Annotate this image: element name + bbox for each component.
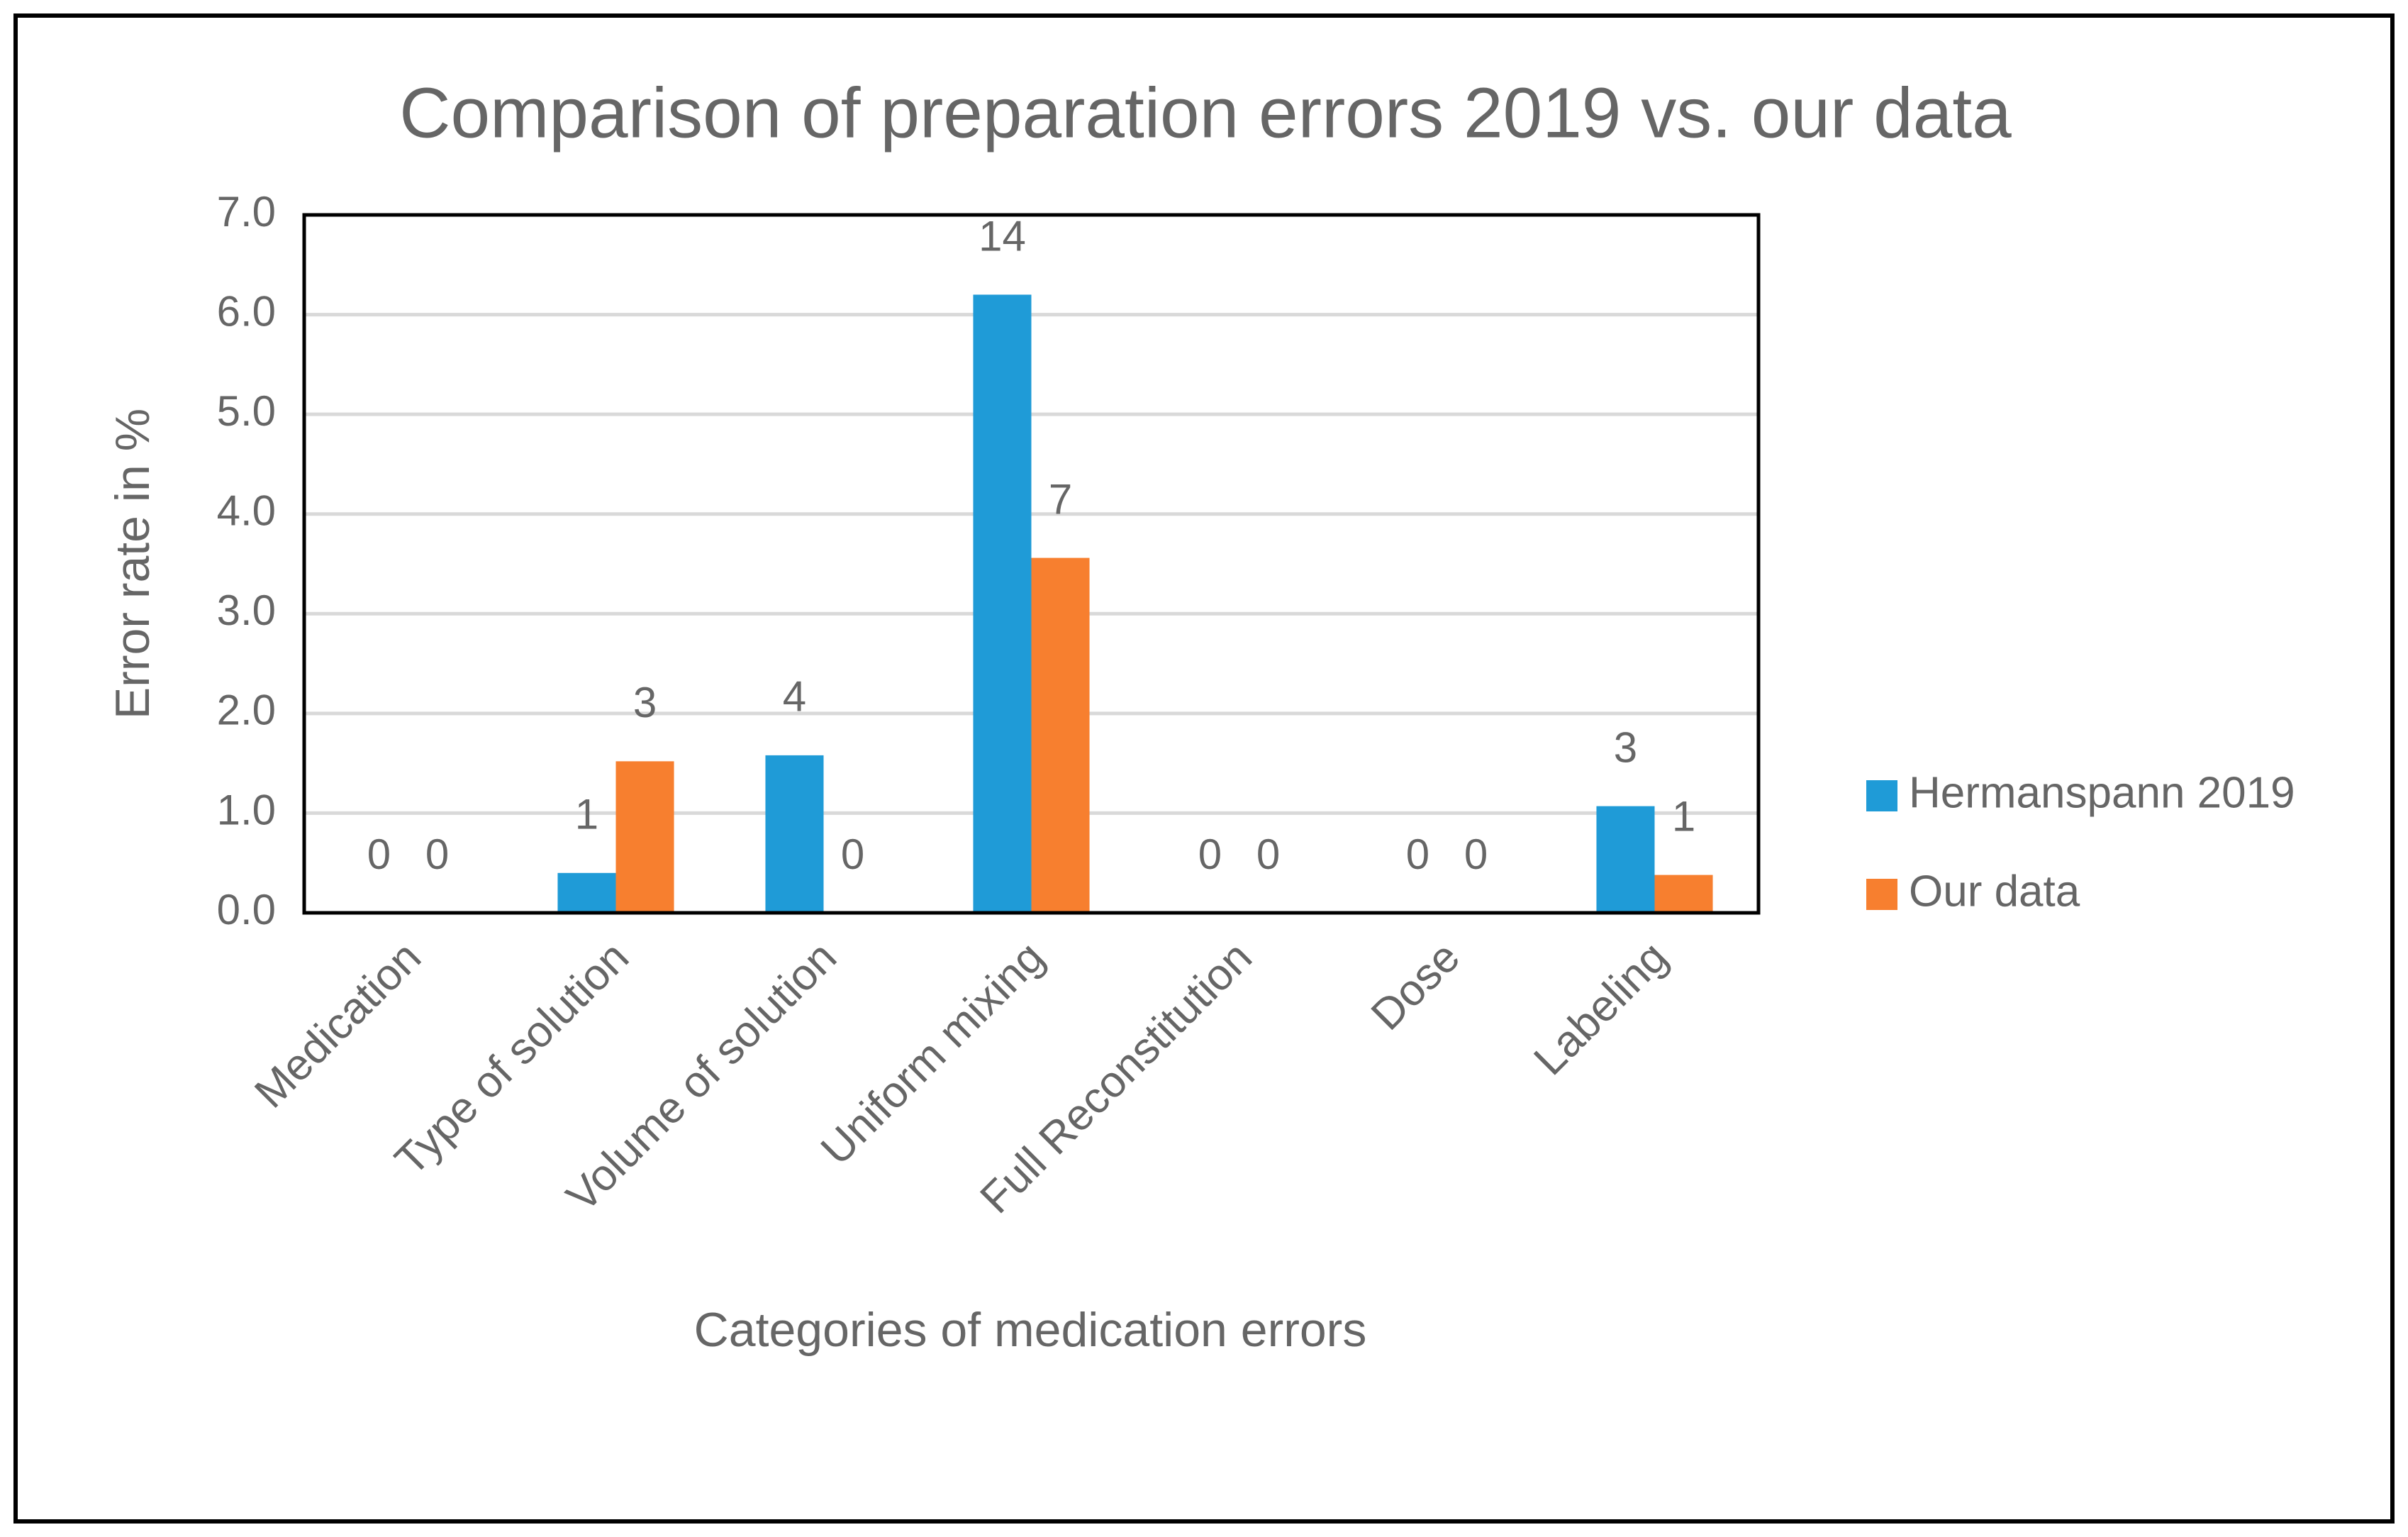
y-tick-label: 0.0 xyxy=(217,886,276,933)
x-axis-title: Categories of medication errors xyxy=(694,1303,1367,1357)
data-label: 3 xyxy=(633,679,657,726)
bar xyxy=(765,755,824,913)
bar xyxy=(1031,557,1090,913)
y-tick-label: 1.0 xyxy=(217,786,276,833)
frame xyxy=(13,13,2395,1524)
y-tick-label: 2.0 xyxy=(217,687,276,734)
data-label: 14 xyxy=(979,212,1026,260)
y-tick-label: 4.0 xyxy=(217,487,276,535)
y-tick-label: 3.0 xyxy=(217,587,276,634)
legend-swatch xyxy=(1866,879,1897,910)
bar xyxy=(1654,875,1713,913)
data-label: 3 xyxy=(1614,723,1637,771)
data-label: 1 xyxy=(575,791,598,838)
data-label: 4 xyxy=(783,673,806,721)
legend-label: Our data xyxy=(1909,867,2080,916)
bar xyxy=(615,761,674,913)
chart-title: Comparison of preparation errors 2019 vs… xyxy=(399,73,2012,152)
data-label: 0 xyxy=(1198,831,1222,878)
legend-swatch xyxy=(1866,780,1897,811)
bar xyxy=(1596,806,1655,913)
bar xyxy=(973,294,1032,913)
data-label: 0 xyxy=(1464,831,1488,878)
data-label: 0 xyxy=(1406,831,1429,878)
y-axis-title: Error rate in % xyxy=(106,409,160,719)
y-tick-label: 6.0 xyxy=(217,287,276,335)
data-label: 7 xyxy=(1049,475,1072,523)
data-label: 0 xyxy=(841,831,864,878)
plot-border xyxy=(302,213,1761,915)
legend-label: Hermanspann 2019 xyxy=(1909,768,2295,817)
data-label: 0 xyxy=(1256,831,1280,878)
data-label: 0 xyxy=(367,831,391,878)
y-tick-label: 7.0 xyxy=(217,188,276,235)
data-label: 0 xyxy=(425,831,449,878)
data-label: 1 xyxy=(1672,792,1695,840)
y-tick-label: 5.0 xyxy=(217,387,276,435)
bar xyxy=(557,872,616,913)
